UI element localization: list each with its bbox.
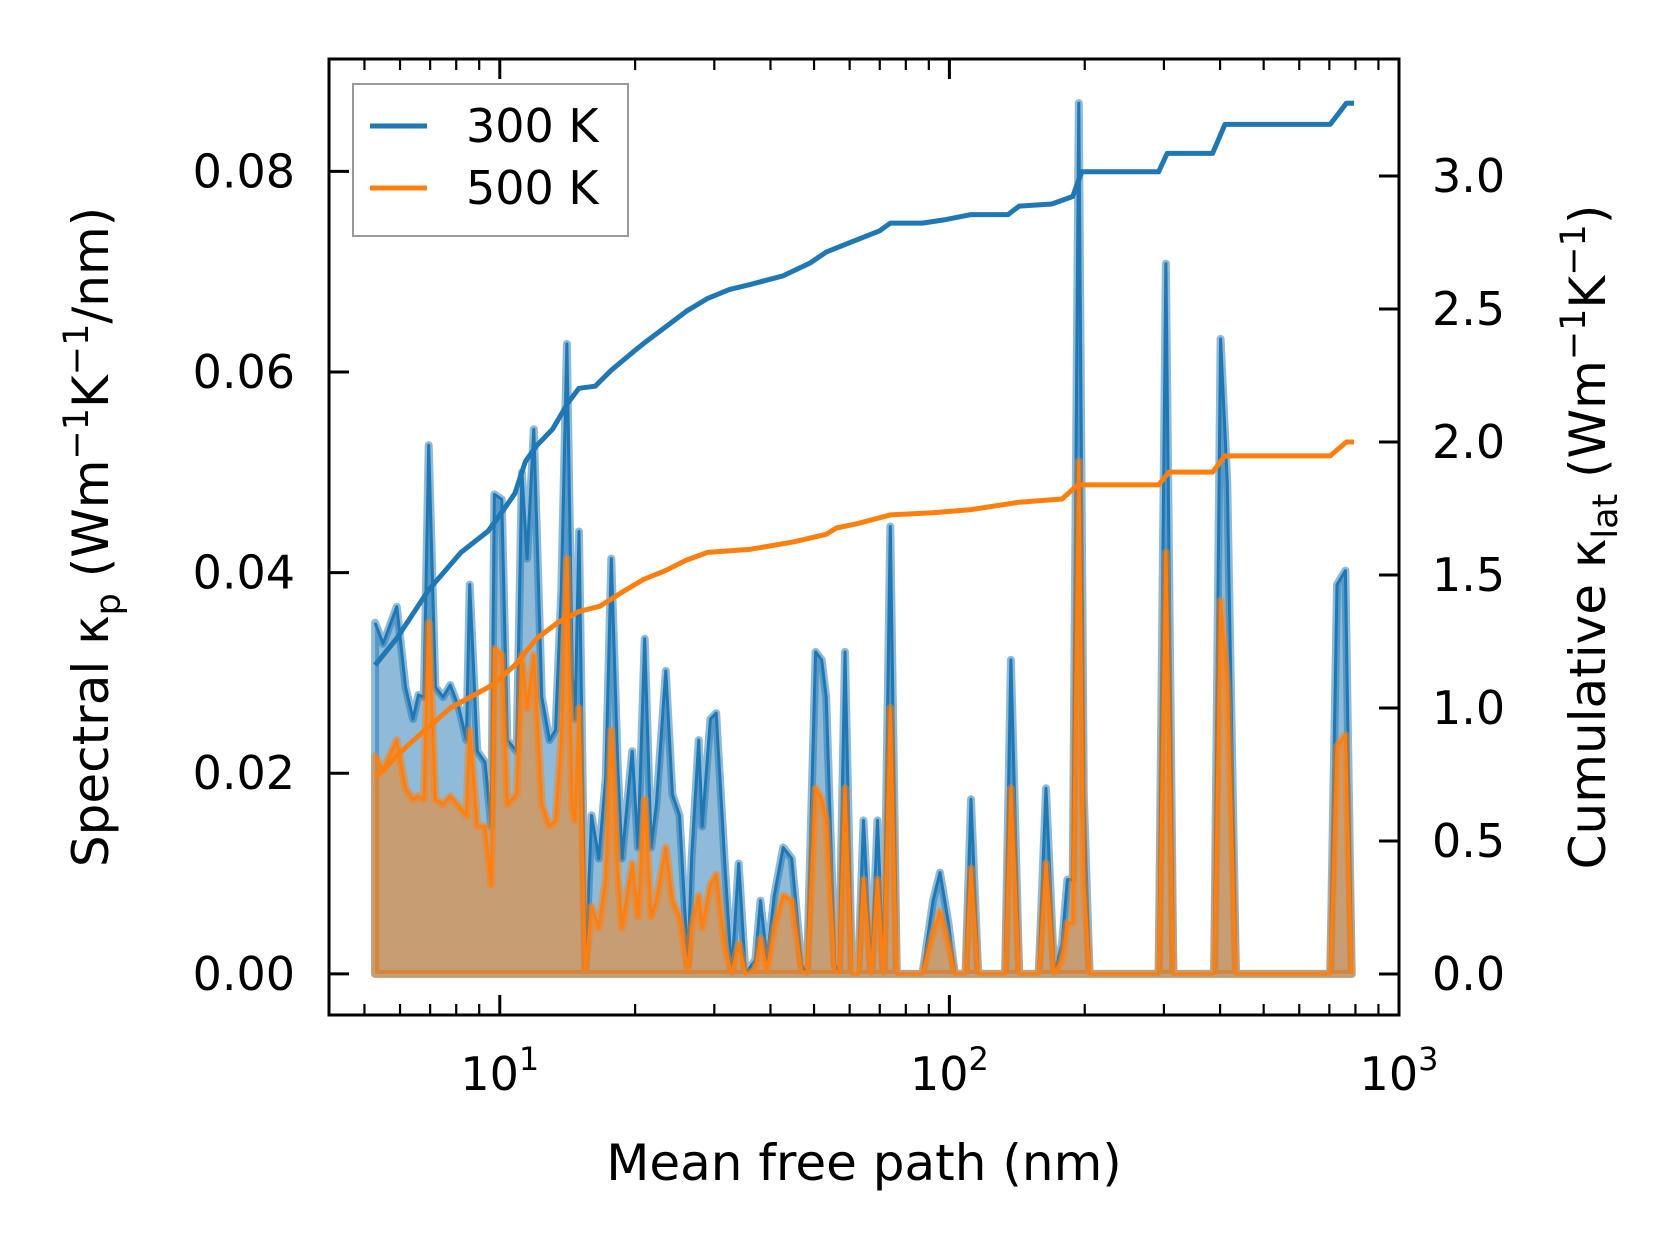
y-left-axis-label: Spectral κp (Wm−1K−1/nm) bbox=[57, 207, 129, 867]
y-right-axis-label-part: ) bbox=[1559, 205, 1617, 225]
y-left-tick-label: 0.04 bbox=[193, 546, 295, 600]
y-right-axis-label-part: lat bbox=[1586, 494, 1626, 539]
y-right-tick-label: 2.5 bbox=[1432, 282, 1505, 336]
y-left-axis-label-part: −1 bbox=[57, 408, 97, 460]
y-right-tick-label: 1.5 bbox=[1432, 548, 1505, 602]
x-tick-label: 102 bbox=[910, 1040, 989, 1101]
y-left-axis-label-part: (Wm bbox=[62, 460, 120, 594]
legend-label: 300 K bbox=[466, 99, 600, 153]
legend-box bbox=[352, 83, 629, 237]
plot-frame bbox=[327, 57, 1401, 1017]
y-right-tick-label: 1.0 bbox=[1432, 681, 1505, 735]
y-right-axis-label-part: −1 bbox=[1554, 224, 1594, 276]
x-tick-label: 103 bbox=[1360, 1040, 1439, 1101]
y-right-tick-label: 0.0 bbox=[1432, 947, 1505, 1001]
y-left-tick-label: 0.02 bbox=[193, 746, 295, 800]
x-tick-label-base: 10 bbox=[1360, 1047, 1419, 1101]
cumulative-line-500k bbox=[373, 439, 1354, 780]
x-tick-label-base: 10 bbox=[910, 1047, 969, 1101]
y-right-axis-label-part: K bbox=[1559, 275, 1617, 309]
y-right-axis-label-part: Cumulative κ bbox=[1559, 539, 1617, 870]
y-right-tick-label: 0.5 bbox=[1432, 814, 1505, 868]
y-right-tick-label: 3.0 bbox=[1432, 149, 1505, 203]
y-left-axis-label-part: K bbox=[62, 374, 120, 408]
y-left-tick-label: 0.00 bbox=[193, 947, 295, 1001]
y-left-tick-label: 0.08 bbox=[193, 144, 295, 198]
spectral-line-300k bbox=[373, 101, 1354, 976]
x-tick-label: 101 bbox=[460, 1040, 539, 1101]
y-left-tick-label: 0.06 bbox=[193, 345, 295, 399]
x-tick-label-exponent: 2 bbox=[968, 1040, 988, 1078]
legend: 300 K 500 K bbox=[352, 83, 629, 237]
y-right-axis-label-part: (Wm bbox=[1559, 360, 1617, 494]
y-right-tick-label: 2.0 bbox=[1432, 415, 1505, 469]
y-left-axis-label-part: −1 bbox=[57, 324, 97, 376]
axis-ticks bbox=[329, 59, 1401, 1015]
cumulative-line-300k bbox=[373, 100, 1354, 667]
x-tick-label-exponent: 1 bbox=[519, 1040, 539, 1078]
spectral-line-500k bbox=[373, 459, 1354, 976]
x-tick-label-base: 10 bbox=[460, 1047, 519, 1101]
axis-labels: 101 102 1030.000.020.040.060.080.00.51.01.… bbox=[57, 144, 1626, 1192]
y-right-axis-label-part: −1 bbox=[1554, 309, 1594, 361]
cumulative-lines bbox=[373, 100, 1354, 780]
y-left-axis-label-part: Spectral κ bbox=[62, 615, 120, 867]
y-left-axis-label-part: /nm) bbox=[62, 207, 120, 324]
x-axis-label: Mean free path (nm) bbox=[606, 1134, 1122, 1192]
spectral-fills bbox=[371, 99, 1356, 978]
y-left-axis-label-part: p bbox=[89, 593, 129, 615]
y-right-axis-label: Cumulative κlat (Wm−1K−1) bbox=[1554, 205, 1626, 870]
legend-label: 500 K bbox=[466, 161, 600, 215]
x-tick-label-exponent: 3 bbox=[1418, 1040, 1438, 1078]
